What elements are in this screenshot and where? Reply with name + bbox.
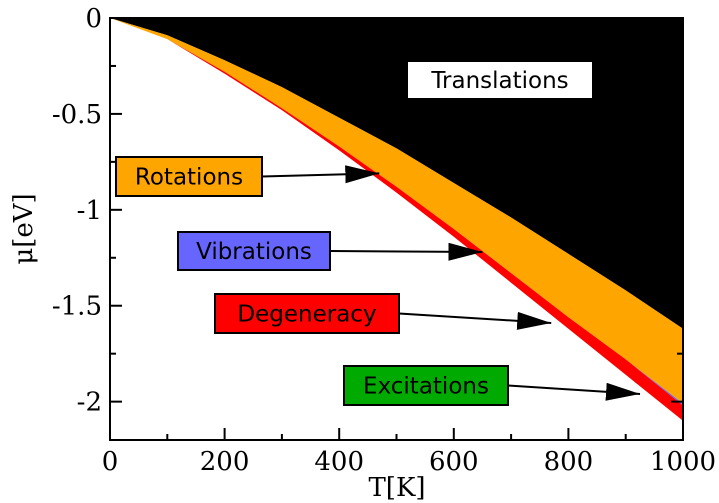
annotation-arrow-vibrations [329,242,483,261]
y-tick-label: -2 [77,388,102,418]
x-tick-label: 400 [314,447,364,477]
annotation-label-excitations: Excitations [363,374,489,400]
annotation-box-degeneracy [214,293,400,334]
axis-ticks: 0 200 400 600 800 1000 0 -0.5 -1 -1.5 -2 [52,4,716,477]
annotation-box-excitations [343,365,509,406]
annotation-label-translations: Translations [430,68,568,94]
annotation-label-rotations: Rotations [135,165,243,191]
annotation-label-vibrations: Vibrations [196,239,312,265]
y-axis-label: μ[eV] [9,193,39,264]
annotation-arrow-rotations [261,165,380,184]
x-axis-label: T[K] [368,473,425,503]
annotations: Translations Rotations Vibrations Degenerac… [115,62,641,406]
y-tick-label: 0 [85,4,102,34]
x-tick-label: 600 [429,447,479,477]
annotation-box-rotations [115,156,263,197]
annotation-box-vibrations [177,231,331,271]
x-tick-label: 1000 [650,447,716,477]
annotation-arrow-excitations [507,382,641,401]
x-tick-label: 800 [544,447,594,477]
x-tick-label: 0 [102,447,119,477]
x-tick-label: 200 [200,447,250,477]
y-tick-label: -1.5 [52,292,102,322]
annotation-arrow-degeneracy [398,311,552,330]
area-fills [110,18,683,421]
y-tick-label: -0.5 [52,100,102,130]
annotation-box-translations [408,62,592,98]
annotation-label-degeneracy: Degeneracy [237,302,376,328]
y-tick-label: -1 [77,196,102,226]
